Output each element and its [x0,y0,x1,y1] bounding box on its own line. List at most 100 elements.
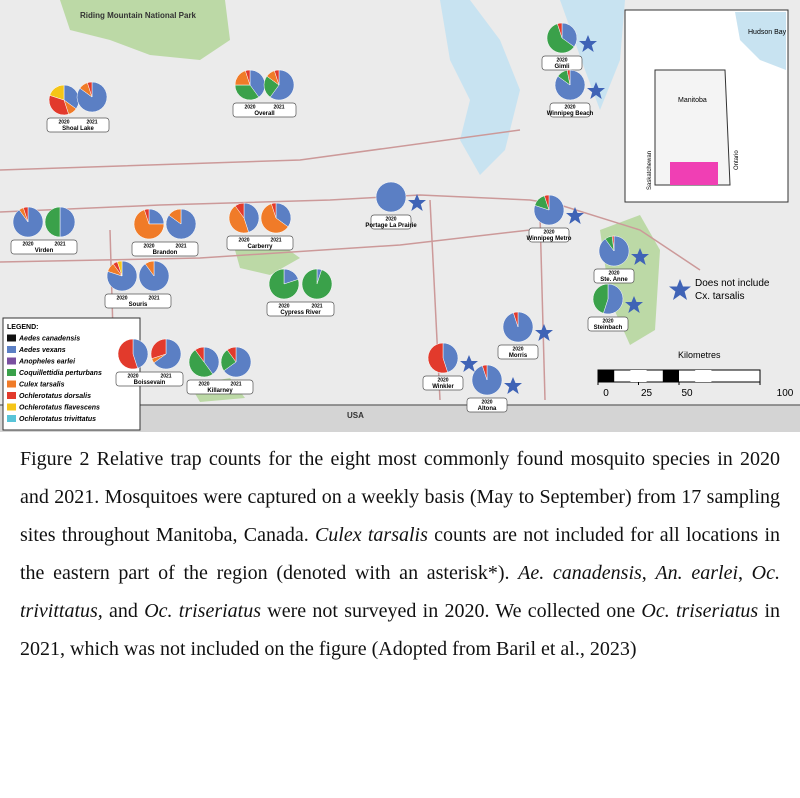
pie-slice [44,206,61,238]
pie-year: 2020 [543,230,554,236]
caption-text: Culex tarsalis [314,524,428,546]
pie-year: 2020 [198,382,209,388]
site-name: Virden [35,248,54,254]
site-name: Brandon [153,250,178,256]
pie-slice [234,202,245,219]
star-symbol [669,279,691,300]
site-label-box [422,375,464,391]
legend-label: Culex tarsalis [19,382,65,389]
caption-text: counts are not included for all location… [20,524,780,584]
caption-text: Ae. canadensis [518,562,642,584]
legend-swatch [7,357,16,365]
pie-slice [375,181,407,213]
inset-bay [735,12,786,70]
site-name: Boissevain [134,380,166,386]
pie-slice [87,81,93,98]
legend-label: Aedes canadensis [18,336,80,343]
pie-year: 2020 [116,296,127,302]
pie-slice [442,342,459,373]
pie-slice [544,194,550,211]
pie-year: 2020 [238,238,249,244]
scale-label: 25 [641,388,653,399]
legend-label: Coquillettidia perturbans [19,370,102,377]
pie-slice [228,205,249,234]
pie-slice [611,235,615,252]
lake [440,0,520,175]
site-label-box [10,239,78,255]
scale-bar: 0 25 50 100 [597,369,794,399]
pie-year: 2020 [556,58,567,64]
legend-swatch [7,415,16,422]
usa-label: USA [347,411,364,420]
site-name: Morris [509,353,528,359]
inset-label: Hudson Bay [748,29,787,36]
pie-slice [513,311,519,328]
caption-text: , [641,562,656,584]
pie-slice [188,349,214,378]
pie-slice [275,202,292,228]
legend-label: Ochlerotatus dorsalis [19,393,91,400]
site-label-box [266,301,335,317]
caption-text: Oc. triseriatus [144,600,262,622]
caption-text: Oc. triseriatus [641,600,759,622]
exclusion-star [631,248,649,265]
site-name: Portage La Prairie [365,223,417,229]
pie-slice [223,346,252,378]
study-area [670,162,718,185]
pie-slice [234,84,260,101]
site-name: Winnipeg Metro [527,236,572,242]
pie-slice [557,22,563,39]
pie-slice [144,208,150,225]
pie-year: 2020 [127,374,138,380]
pie-year: 2020 [244,105,255,111]
pie-slice [268,268,300,300]
site-label-box [587,316,629,332]
exclusion-star [408,194,426,211]
park [60,0,230,60]
site-label-box [232,102,297,118]
scale-label: 50 [681,388,693,399]
inset-map: Hudson Bay Manitoba Saskatchewan Ontario [624,9,789,203]
roads [0,129,701,401]
pie-year: 2021 [270,238,281,244]
pie-year: 2021 [54,242,65,248]
site-label-box [104,293,172,309]
pie-year: 2020 [602,319,613,325]
legend-label: Aedes vexans [18,347,66,354]
lake [560,0,625,110]
caption-text: were not surveyed in 2020. We collected … [261,600,642,622]
caption-text: Oc. trivittatus, [20,562,780,622]
site-label-box [115,371,184,387]
site-label-box [541,55,583,71]
map: Hudson Bay Manitoba Saskatchewan Ontario… [0,0,800,432]
pie-year: 2020 [437,378,448,384]
pie-year: 2021 [148,296,159,302]
star-note: Does not include [695,278,770,289]
pie-slice [260,203,289,234]
pie-slice [427,342,448,374]
pie-slice [49,84,65,101]
pie-slice [301,268,333,300]
pie-slice [546,23,575,54]
caption-text: in 2021, which was not included on the f… [20,600,781,660]
pie-slice [245,69,251,86]
legend-label: Ochlerotatus trivittatus [19,416,96,423]
pie-year: 2020 [143,244,154,250]
scale-segment [598,370,615,382]
legend-label: Anopheles earlei [18,359,76,366]
legend-swatch [7,369,16,376]
scale-segment [630,370,647,382]
site-name: Ste. Anne [600,277,628,283]
pie-slice [168,208,182,225]
site-name: Shoal Lake [62,126,94,132]
pie-slice [269,69,295,101]
exclusion-star [504,377,522,394]
pie-year: 2021 [175,244,186,250]
scale-title: Kilometres [678,350,721,360]
legend-swatch [7,346,16,353]
exclusion-star [579,35,597,52]
pie-slice [243,202,260,233]
pie-year: 2020 [278,304,289,310]
site-label-box [370,214,412,230]
